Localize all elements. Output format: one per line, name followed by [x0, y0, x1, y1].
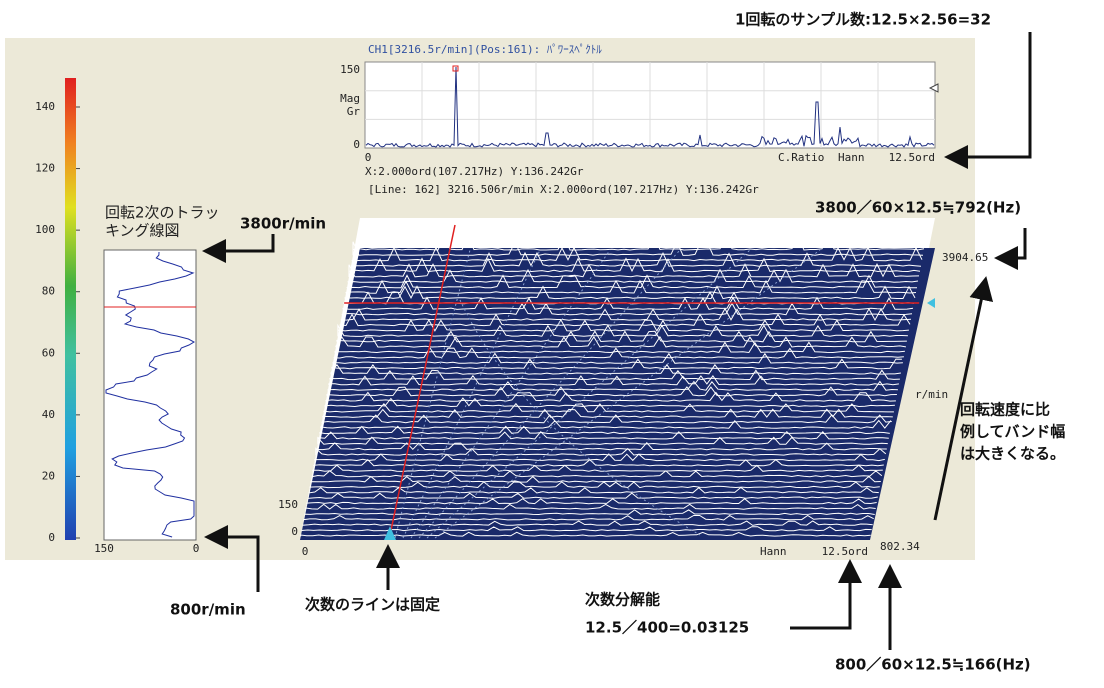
annotation: 次数分解能: [585, 591, 660, 609]
speed-max: 3904.65: [942, 251, 988, 264]
colorbar-tick-label: 60: [42, 346, 55, 359]
screenshot: 020406080100120140 回転2次のトラッ キング線図 150 0 …: [0, 0, 1104, 684]
arrow: [790, 565, 850, 628]
x-label: 12.5ord: [822, 545, 868, 558]
x-label: 12.5ord: [889, 151, 935, 164]
y-label: 150: [340, 63, 360, 76]
annotation: 3800r/min: [240, 215, 326, 233]
x-label: 0: [193, 542, 200, 555]
arrow: [1000, 228, 1025, 258]
colorbar-tick-label: 80: [42, 285, 55, 298]
tracking-title: 回転2次のトラッ: [105, 204, 220, 222]
colorbar-tick-label: 0: [48, 531, 55, 544]
annotation: 例してバンド幅: [960, 423, 1065, 441]
y-label: 0: [353, 138, 360, 151]
colorbar-tick-label: 120: [35, 162, 55, 175]
colorbar: [65, 78, 76, 540]
x-label: 150: [94, 542, 114, 555]
annotation: 800r/min: [170, 601, 246, 619]
z-label: 150: [278, 498, 298, 511]
annotation: 回転速度に比: [960, 401, 1050, 419]
x-label: Hann: [838, 151, 865, 164]
speed-unit: r/min: [915, 388, 948, 401]
speed-min: 802.34: [880, 540, 920, 553]
colorbar-tick-label: 140: [35, 100, 55, 113]
x-label: 0: [365, 151, 372, 164]
tracking-title: キング線図: [105, 222, 180, 240]
cursor-readout: X:2.000ord(107.217Hz) Y:136.242Gr: [365, 165, 584, 178]
spectrum-title: CH1[3216.5r/min](Pos:161): ﾊﾟﾜｰｽﾍﾟｸﾄﾙ: [368, 43, 602, 56]
colorbar-tick-label: 40: [42, 408, 55, 421]
x-label: C.Ratio: [778, 151, 824, 164]
y-label: Mag: [340, 92, 360, 105]
line-info: [Line: 162] 3216.506r/min X:2.000ord(107…: [368, 183, 759, 196]
annotation: 3800／60×12.5≒792(Hz): [815, 199, 1021, 217]
annotation: 12.5／400=0.03125: [585, 619, 749, 637]
x-label: 0: [302, 545, 309, 558]
y-label: Gr: [347, 105, 361, 118]
annotation: 1回転のサンプル数:12.5×2.56=32: [735, 11, 991, 29]
annotation: 次数のラインは固定: [305, 596, 440, 614]
annotation: 800／60×12.5≒166(Hz): [835, 656, 1031, 674]
annotation: は大きくなる。: [960, 445, 1065, 463]
x-label: Hann: [760, 545, 787, 558]
colorbar-tick-label: 20: [42, 469, 55, 482]
z-label: 0: [291, 525, 298, 538]
colorbar-tick-label: 100: [35, 223, 55, 236]
tracking-plot: [104, 250, 196, 540]
